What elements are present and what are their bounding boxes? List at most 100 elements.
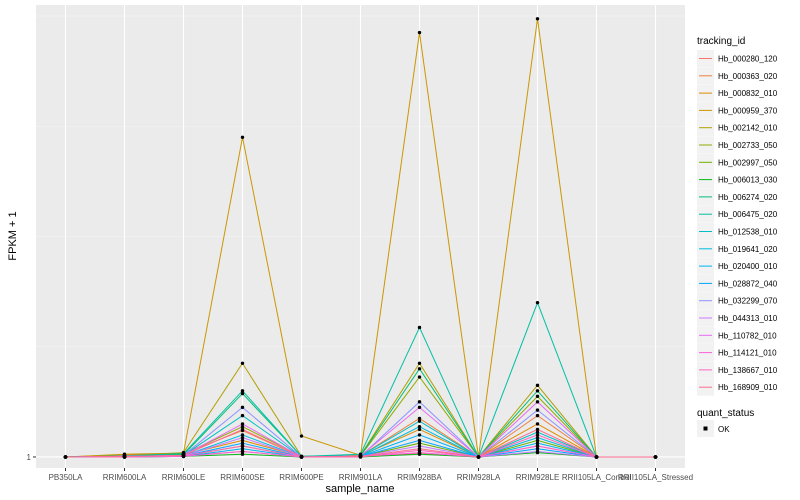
- data-points: [63, 17, 658, 459]
- data-point: [240, 389, 245, 393]
- data-point: [240, 422, 245, 426]
- data-point: [417, 438, 422, 443]
- data-point: [417, 441, 422, 445]
- data-point: [417, 433, 422, 437]
- data-point: [122, 454, 127, 459]
- legend-label: Hb_002142_010: [718, 124, 778, 133]
- x-tick-label: RRII105LA_Control: [562, 473, 632, 482]
- data-point: [417, 444, 422, 448]
- data-point: [417, 424, 422, 429]
- x-tick-label: RRII105LA_Stressed: [618, 473, 693, 482]
- quant-legend-label: OK: [718, 425, 730, 434]
- data-point: [417, 367, 422, 371]
- quant-legend-title: quant_status: [697, 408, 754, 419]
- x-tick-label: RRIM928LA: [457, 473, 501, 482]
- data-point: [535, 400, 540, 404]
- data-point: [240, 441, 245, 445]
- data-point: [240, 449, 245, 454]
- legend-label: Hb_168909_010: [718, 383, 778, 392]
- data-point: [535, 300, 540, 305]
- legend-label: Hb_006475_020: [718, 210, 778, 219]
- x-tick-label: PB350LA: [49, 473, 83, 482]
- x-tick-label: RRIM901LA: [339, 473, 383, 482]
- data-point: [181, 453, 186, 458]
- y-tick-label: 1: [27, 453, 32, 462]
- data-point: [535, 17, 540, 21]
- data-point: [417, 427, 422, 432]
- x-tick-label: RRIM600LE: [162, 473, 206, 482]
- legend-label: Hb_006274_020: [718, 193, 778, 202]
- data-point: [240, 435, 245, 440]
- data-point: [240, 452, 245, 456]
- legend-label: Hb_019641_020: [718, 245, 778, 254]
- data-point: [476, 455, 481, 459]
- data-point: [240, 444, 245, 448]
- data-point: [535, 422, 540, 426]
- data-point: [63, 455, 68, 459]
- data-point: [299, 434, 304, 438]
- data-point: [299, 455, 304, 459]
- data-point: [417, 325, 422, 330]
- legend-label: Hb_000363_020: [718, 72, 778, 81]
- legend-label: Hb_002733_050: [718, 141, 778, 150]
- x-tick-label: RRIM928LE: [516, 473, 560, 482]
- data-point: [535, 438, 540, 443]
- legend-label: Hb_000832_010: [718, 89, 778, 98]
- legend-items: Hb_000280_120 Hb_000363_020 Hb_000832_010 H…: [697, 50, 778, 396]
- legend-label: Hb_114121_010: [718, 349, 777, 358]
- data-point: [240, 427, 245, 432]
- data-point: [535, 389, 540, 393]
- data-point: [240, 438, 245, 443]
- data-point: [535, 444, 540, 448]
- data-point: [535, 383, 540, 388]
- x-tick-label: RRIM600LA: [103, 473, 147, 482]
- data-point: [240, 391, 245, 396]
- x-tick-label: RRIM600PE: [279, 473, 323, 482]
- data-point: [535, 427, 540, 432]
- data-point: [417, 30, 422, 35]
- legend-label: Hb_138667_010: [718, 366, 778, 375]
- data-point: [240, 433, 245, 437]
- legend-label: Hb_020400_010: [718, 262, 778, 271]
- legend-label: Hb_000959_370: [718, 106, 778, 115]
- quant-legend-marker: [703, 426, 708, 431]
- data-point: [240, 447, 245, 451]
- legend-label: Hb_032299_070: [718, 297, 778, 306]
- legend-label: Hb_000280_120: [718, 55, 778, 64]
- data-point: [535, 430, 540, 434]
- data-point: [594, 455, 599, 459]
- data-point: [240, 135, 245, 139]
- data-point: [535, 408, 540, 412]
- data-point: [358, 454, 363, 459]
- legend-label: Hb_044313_010: [718, 314, 778, 323]
- data-point: [535, 449, 540, 454]
- data-point: [240, 413, 245, 418]
- legend-label: Hb_012538_010: [718, 228, 778, 237]
- data-point: [535, 433, 540, 437]
- data-point: [417, 416, 422, 421]
- data-point: [535, 413, 540, 418]
- data-point: [240, 405, 245, 410]
- legend-label: Hb_002997_050: [718, 158, 778, 167]
- data-point: [653, 455, 658, 459]
- data-point: [535, 394, 540, 399]
- x-axis-ticks: PB350LA RRIM600LA RRIM600LE RRIM600SE RRIM60…: [49, 468, 693, 482]
- legend-title: tracking_id: [697, 36, 745, 47]
- data-point: [417, 447, 422, 451]
- legend-label: Hb_028872_040: [718, 279, 778, 288]
- legend-label: Hb_110782_010: [718, 331, 777, 340]
- data-point: [417, 375, 422, 379]
- legend: tracking_id Hb_000280_120Hb_000363_020Hb…: [697, 36, 778, 437]
- data-point: [240, 424, 245, 429]
- data-point: [417, 405, 422, 410]
- x-tick-label: RRIM928BA: [397, 473, 442, 482]
- legend-label: Hb_006013_030: [718, 176, 778, 185]
- data-point: [417, 419, 422, 423]
- data-point: [417, 400, 422, 404]
- x-tick-label: RRIM600SE: [220, 473, 264, 482]
- data-point: [535, 435, 540, 440]
- data-point: [535, 447, 540, 451]
- y-axis-ticks: 1: [27, 453, 36, 462]
- data-point: [417, 361, 422, 365]
